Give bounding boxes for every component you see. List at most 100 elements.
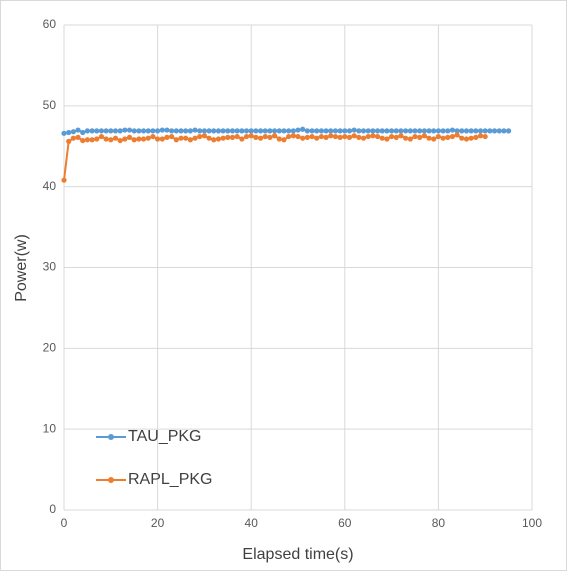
- data-point: [431, 136, 437, 142]
- data-point: [94, 128, 100, 134]
- data-point: [286, 133, 292, 140]
- data-point: [66, 138, 72, 144]
- data-point: [75, 134, 81, 140]
- data-point: [370, 133, 376, 139]
- data-point: [398, 133, 404, 139]
- data-point: [426, 135, 432, 141]
- data-point: [159, 136, 165, 142]
- data-point: [239, 128, 245, 134]
- data-point: [459, 128, 465, 134]
- data-point: [435, 133, 441, 140]
- data-point: [356, 134, 362, 140]
- data-point: [360, 128, 367, 134]
- data-point: [389, 128, 395, 134]
- data-point: [248, 133, 254, 139]
- data-point: [304, 134, 310, 140]
- data-point: [187, 137, 193, 143]
- data-point: [309, 128, 315, 134]
- data-point: [70, 129, 76, 135]
- data-point: [150, 133, 156, 140]
- legend-label: RAPL_PKG: [128, 471, 212, 488]
- data-point: [145, 128, 151, 134]
- data-point: [61, 130, 67, 136]
- data-point: [491, 128, 498, 134]
- data-point: [393, 128, 399, 134]
- data-point: [435, 128, 441, 134]
- data-point: [159, 127, 165, 133]
- data-point: [286, 128, 292, 134]
- data-point: [257, 128, 264, 134]
- data-point: [155, 128, 161, 134]
- data-point: [407, 128, 413, 134]
- data-point: [192, 127, 198, 133]
- data-point: [454, 128, 460, 134]
- data-point: [108, 128, 114, 134]
- data-point: [370, 128, 376, 134]
- data-point: [412, 133, 418, 140]
- data-point: [201, 133, 207, 139]
- data-point: [463, 128, 470, 134]
- data-point: [126, 134, 133, 140]
- data-point: [374, 133, 381, 140]
- data-point: [173, 128, 179, 134]
- data-point: [323, 134, 329, 140]
- data-point: [417, 128, 423, 134]
- data-point: [206, 128, 212, 134]
- data-point: [70, 135, 76, 141]
- y-tick-label: 0: [49, 502, 56, 516]
- data-point: [365, 133, 371, 140]
- data-point: [229, 134, 236, 140]
- x-tick-label: 60: [338, 516, 352, 530]
- data-point: [337, 128, 343, 134]
- data-point: [206, 135, 212, 141]
- data-point: [80, 137, 86, 144]
- data-point: [342, 128, 348, 134]
- data-point: [431, 128, 437, 134]
- data-point: [89, 137, 95, 143]
- data-point: [379, 128, 385, 134]
- data-point: [183, 135, 189, 141]
- data-point: [281, 128, 287, 134]
- data-point: [122, 136, 128, 142]
- data-point: [66, 129, 72, 136]
- data-point: [487, 128, 493, 134]
- data-point: [197, 128, 203, 134]
- data-point: [440, 128, 446, 134]
- data-point: [356, 128, 362, 134]
- y-axis-title: Power(w): [13, 234, 30, 302]
- data-point: [440, 135, 446, 141]
- data-point: [131, 137, 137, 143]
- data-point: [140, 128, 147, 134]
- data-point: [267, 128, 273, 134]
- data-point: [84, 128, 90, 134]
- data-point: [220, 128, 226, 134]
- data-point: [243, 133, 250, 140]
- data-point: [365, 128, 371, 134]
- data-point: [449, 127, 456, 133]
- y-tick-label: 20: [43, 341, 57, 355]
- data-point: [295, 127, 301, 133]
- data-point: [103, 136, 109, 142]
- data-point: [384, 136, 390, 142]
- data-point: [108, 137, 114, 143]
- data-point: [290, 133, 296, 139]
- data-point: [173, 137, 179, 143]
- data-point: [276, 136, 282, 142]
- data-point: [342, 133, 348, 140]
- y-tick-label: 40: [43, 179, 57, 193]
- data-point: [253, 134, 259, 140]
- legend-marker: [108, 434, 114, 440]
- data-point: [403, 128, 409, 134]
- data-point: [417, 134, 423, 140]
- x-tick-label: 100: [522, 516, 542, 530]
- data-point: [468, 135, 474, 141]
- data-point: [276, 128, 282, 134]
- data-point: [257, 135, 264, 141]
- x-tick-label: 0: [61, 516, 68, 530]
- x-tick-label: 80: [432, 516, 446, 530]
- data-point: [112, 128, 119, 134]
- data-point: [379, 135, 385, 141]
- data-point: [351, 133, 357, 139]
- data-point: [140, 136, 147, 142]
